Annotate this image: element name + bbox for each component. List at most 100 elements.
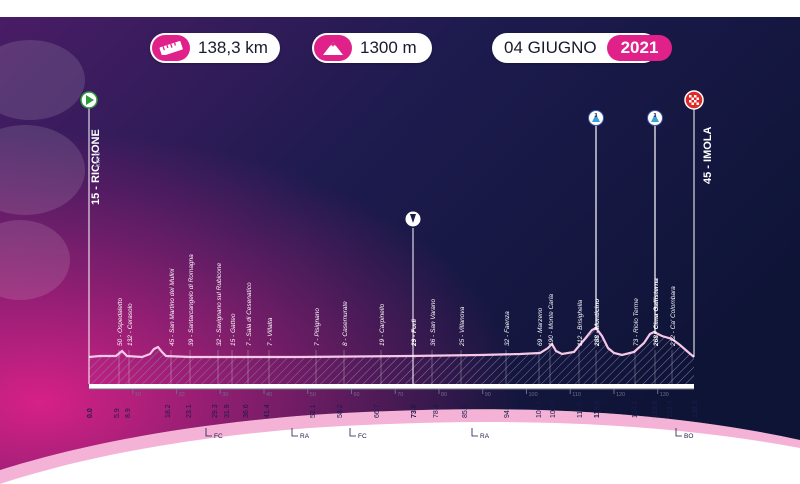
start-km-label: km 0 — [95, 152, 102, 167]
scale-tick-label: 100 — [528, 392, 537, 398]
waypoint-label: 132 - Cerasolo — [127, 303, 134, 346]
profile-area — [89, 328, 694, 384]
waypoint-label: 36 - San Varano — [430, 299, 437, 346]
checker-square — [696, 97, 699, 100]
scale-tick-label: 130 — [660, 392, 669, 398]
elevation-pill: 1300 m — [312, 33, 432, 63]
waypoint-label: 32 - Savignano sul Rubicone — [216, 263, 223, 346]
distance-label: 58.2 — [337, 404, 344, 418]
distance-pill: 138,3 km — [150, 33, 280, 63]
waypoint-label: 19 - Carpinello — [379, 303, 386, 346]
waypoint-label: 15 - Gatteo — [230, 313, 237, 346]
distance-label: 111.5 — [577, 401, 584, 418]
date-value: 04 GIUGNO — [504, 38, 597, 57]
waypoint-label: 25 - Villanova — [459, 306, 466, 347]
province-code: RA — [480, 433, 490, 440]
checker-square — [691, 102, 694, 105]
start-play-icon — [86, 95, 94, 105]
distance-label: 85.0 — [462, 404, 469, 418]
scale-tick-label: 80 — [441, 392, 447, 398]
feed-zone-glyph — [410, 214, 416, 223]
scale-tick-label: 120 — [616, 392, 625, 398]
distance-label: 115.0 — [594, 401, 601, 418]
waypoint-label: 29 - Forlì — [411, 319, 418, 347]
distance-label: 5.9 — [114, 408, 121, 418]
checker-square — [689, 100, 692, 103]
scale-tick-label: 30 — [222, 392, 228, 398]
distance-value: 138,3 km — [198, 38, 268, 57]
distance-label: 31.9 — [224, 404, 231, 418]
distance-label: 18.2 — [165, 404, 172, 418]
date-pill: 04 GIUGNO 2021 — [492, 33, 673, 63]
waypoint-label: 50 - Ospedaletto — [117, 298, 124, 346]
mountain-icon — [314, 35, 352, 61]
scale-tick-label: 110 — [572, 392, 581, 398]
distance-label: 52.1 — [310, 404, 317, 418]
distance-label: 138.3 — [692, 400, 699, 418]
waypoint-label: 288 - Monticino — [594, 299, 601, 347]
province-code: FC — [358, 433, 367, 440]
distance-label: 124.1 — [632, 400, 639, 418]
scale-tick-label: 20 — [178, 392, 184, 398]
province-code: RA — [300, 433, 310, 440]
waypoint-label: 73 - Riolo Terme — [633, 298, 640, 346]
distance-label: 78.4 — [433, 404, 440, 418]
elevation-value: 1300 m — [360, 38, 417, 57]
distance-label: 8.9 — [125, 408, 132, 418]
waypoint-label: 212 - Ca' Colombara — [670, 286, 677, 347]
distance-label: 132.4 — [667, 400, 674, 418]
province-border-icon — [205, 428, 212, 437]
checker-square — [694, 100, 697, 103]
distance-label: 73.0 — [411, 404, 418, 418]
distance-label: 29.3 — [212, 404, 219, 418]
climb-mountain-icon — [592, 114, 600, 122]
checker-square — [689, 95, 692, 98]
scale-tick-label: 90 — [485, 392, 491, 398]
waypoint-label: 45 - San Martino dei Mulini — [169, 268, 176, 346]
profile-line — [88, 326, 695, 359]
scale-tick-label: 40 — [266, 392, 272, 398]
checker-square — [696, 102, 699, 105]
year-badge: 2021 — [606, 35, 673, 61]
scale-tick-label: 70 — [397, 392, 403, 398]
distance-label: 94.7 — [504, 404, 511, 418]
finish-city-label: 45 - IMOLA — [702, 126, 714, 184]
waypoint-label: 7 - Sala di Cesenatico — [246, 282, 253, 346]
province-border-icon — [349, 428, 356, 437]
climb-mountain-icon — [651, 114, 659, 122]
province-code: FC — [214, 433, 223, 440]
distance-bar — [89, 384, 694, 389]
waypoint-label: 69 - Marzeno — [537, 307, 544, 346]
climb-category: 3 — [654, 113, 657, 119]
waypoint-label: 8 - Casemurate — [342, 301, 349, 346]
start-city-label: 15 - RICCIONE — [90, 129, 102, 205]
waypoint-label: 7 - Pisignano — [314, 308, 321, 346]
waypoint-label: 268 - Cima Gallisterna — [653, 278, 660, 347]
distance-label: 102.1 — [536, 400, 543, 418]
distance-label: 105.4 — [550, 400, 557, 418]
distance-label: 36.6 — [243, 404, 250, 418]
climb-category: 3 — [595, 113, 598, 119]
waypoint-label: 7 - Villalta — [267, 317, 274, 346]
scale-tick-label: 60 — [353, 392, 359, 398]
distance-label: 66.7 — [374, 404, 381, 418]
waypoint-label: 190 - Monte Carla — [548, 294, 555, 346]
checker-square — [691, 97, 694, 100]
distance-label: 128.6 — [652, 400, 659, 418]
waypoint-label: 39 - Santarcangelo di Romagna — [188, 254, 195, 346]
province-code: BO — [684, 433, 693, 440]
waypoint-label: 32 - Faenza — [504, 311, 511, 346]
distance-label: 0.0 — [87, 408, 94, 418]
scale-tick-label: 50 — [310, 392, 316, 398]
province-border-icon — [471, 428, 478, 437]
ruler-icon — [152, 35, 190, 61]
scale-tick-label: 10 — [135, 392, 141, 398]
province-border-icon — [291, 428, 298, 437]
province-border-icon — [675, 428, 682, 437]
waypoint-label: 112 - Brisighella — [577, 299, 584, 346]
checker-square — [694, 95, 697, 98]
distance-label: 41.4 — [264, 404, 271, 418]
distance-label: 23.1 — [186, 404, 193, 418]
